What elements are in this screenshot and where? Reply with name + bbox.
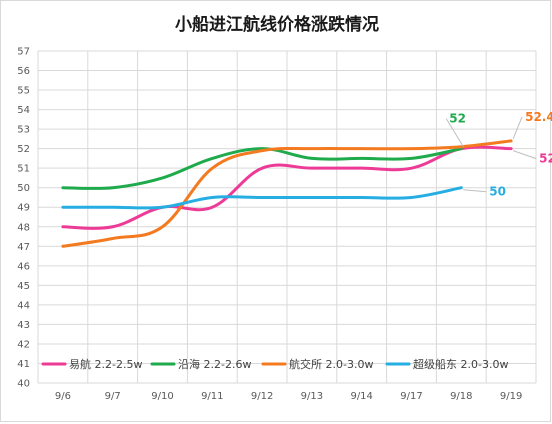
end-labels: 52 52 52.4 50	[445, 110, 552, 199]
series-line	[61, 186, 463, 210]
chart-title: 小船进江航线价格涨跌情况	[175, 14, 379, 35]
legend: 易航 2.2-2.5w 沿海 2.2-2.6w 航交所 2.0-3.0w 超级船东 2…	[41, 357, 508, 371]
leader-line	[463, 189, 487, 193]
y-tick-label: 55	[17, 86, 30, 97]
y-tick-label: 46	[17, 261, 30, 272]
x-tick-label: 9/19	[500, 391, 522, 402]
legend-label: 沿海 2.2-2.6w	[178, 357, 251, 371]
data-label: 52	[449, 112, 466, 126]
series-line	[61, 145, 513, 230]
x-tick-label: 9/12	[251, 391, 273, 402]
y-tick-label: 47	[17, 242, 30, 253]
series-lines	[61, 139, 513, 248]
data-label: 52.4	[525, 110, 552, 124]
x-tick-label: 9/18	[450, 391, 472, 402]
data-label: 50	[489, 185, 506, 199]
x-tick-label: 9/10	[151, 391, 173, 402]
series-line	[61, 139, 513, 248]
x-tick-label: 9/13	[301, 391, 323, 402]
x-tick-label: 9/6	[55, 391, 71, 402]
y-tick-label: 42	[17, 339, 30, 350]
x-tick-label: 9/7	[105, 391, 121, 402]
y-tick-label: 49	[17, 203, 30, 214]
legend-label: 航交所 2.0-3.0w	[289, 357, 373, 371]
y-tick-label: 43	[17, 320, 30, 331]
y-tick-label: 50	[17, 183, 30, 194]
leader-line	[445, 118, 464, 147]
y-tick-label: 51	[17, 164, 30, 175]
y-tick-label: 54	[17, 105, 30, 116]
y-tick-label: 48	[17, 222, 30, 233]
y-tick-label: 52	[17, 144, 30, 155]
gridlines	[37, 50, 537, 384]
legend-label: 超级船东 2.0-3.0w	[413, 357, 508, 371]
y-tick-label: 44	[17, 300, 30, 311]
y-tick-label: 40	[17, 379, 30, 390]
y-tick-label: 53	[17, 125, 30, 136]
leader-line	[512, 150, 537, 160]
x-tick-label: 9/17	[400, 391, 422, 402]
leader-line	[512, 116, 523, 140]
y-tick-label: 45	[17, 281, 30, 292]
y-tick-label: 57	[17, 47, 30, 58]
legend-label: 易航 2.2-2.5w	[69, 357, 142, 371]
axes: 40 41 42 43 44 45 46 47 48 49 50 51 52 53 54 55 56 57 9/6 9…	[17, 47, 522, 403]
y-tick-label: 41	[17, 359, 30, 370]
series-line	[61, 147, 463, 190]
data-label: 52	[539, 152, 552, 166]
y-tick-label: 56	[17, 66, 30, 77]
x-tick-label: 9/11	[201, 391, 223, 402]
x-tick-label: 9/14	[350, 391, 372, 402]
